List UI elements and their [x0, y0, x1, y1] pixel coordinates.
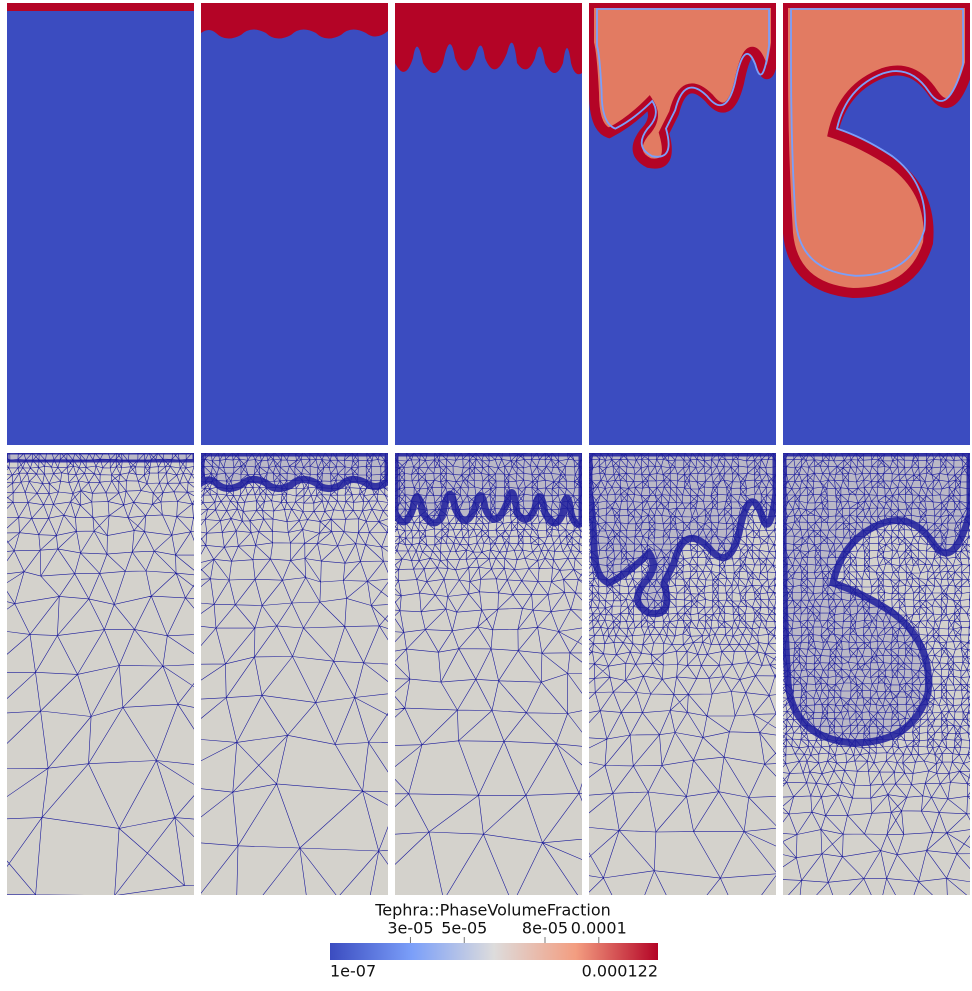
mesh-panel	[562, 452, 818, 932]
plume	[7, 3, 194, 11]
colorbar-min-label: 1e-07	[330, 962, 376, 981]
simulation-panel	[201, 3, 388, 445]
figure: Tephra::PhaseVolumeFraction 3e-05 5e-05 8e…	[0, 0, 972, 987]
page: Tephra::PhaseVolumeFraction 3e-05 5e-05 8e…	[0, 0, 972, 987]
colorbar: Tephra::PhaseVolumeFraction 3e-05 5e-05 8e…	[330, 901, 658, 981]
colorbar-title: Tephra::PhaseVolumeFraction	[374, 901, 611, 920]
colorbar-tick-label: 8e-05	[522, 919, 568, 938]
refined-band	[7, 453, 194, 461]
panel-background	[7, 3, 194, 445]
colorbar-tick-label: 3e-05	[387, 919, 433, 938]
colorbar-max-label: 0.000122	[582, 962, 658, 981]
simulation-panel	[783, 3, 970, 445]
panel-background	[201, 3, 388, 445]
colorbar-gradient	[330, 943, 658, 960]
simulation-panel	[7, 3, 194, 445]
panels	[0, 3, 972, 952]
colorbar-tick-label: 0.0001	[571, 919, 627, 938]
colorbar-tick-label: 5e-05	[441, 919, 487, 938]
refined-band	[201, 453, 388, 489]
simulation-panel	[395, 3, 582, 445]
mesh-panel	[753, 452, 972, 952]
refined-band	[395, 453, 582, 524]
simulation-panel	[589, 3, 776, 445]
